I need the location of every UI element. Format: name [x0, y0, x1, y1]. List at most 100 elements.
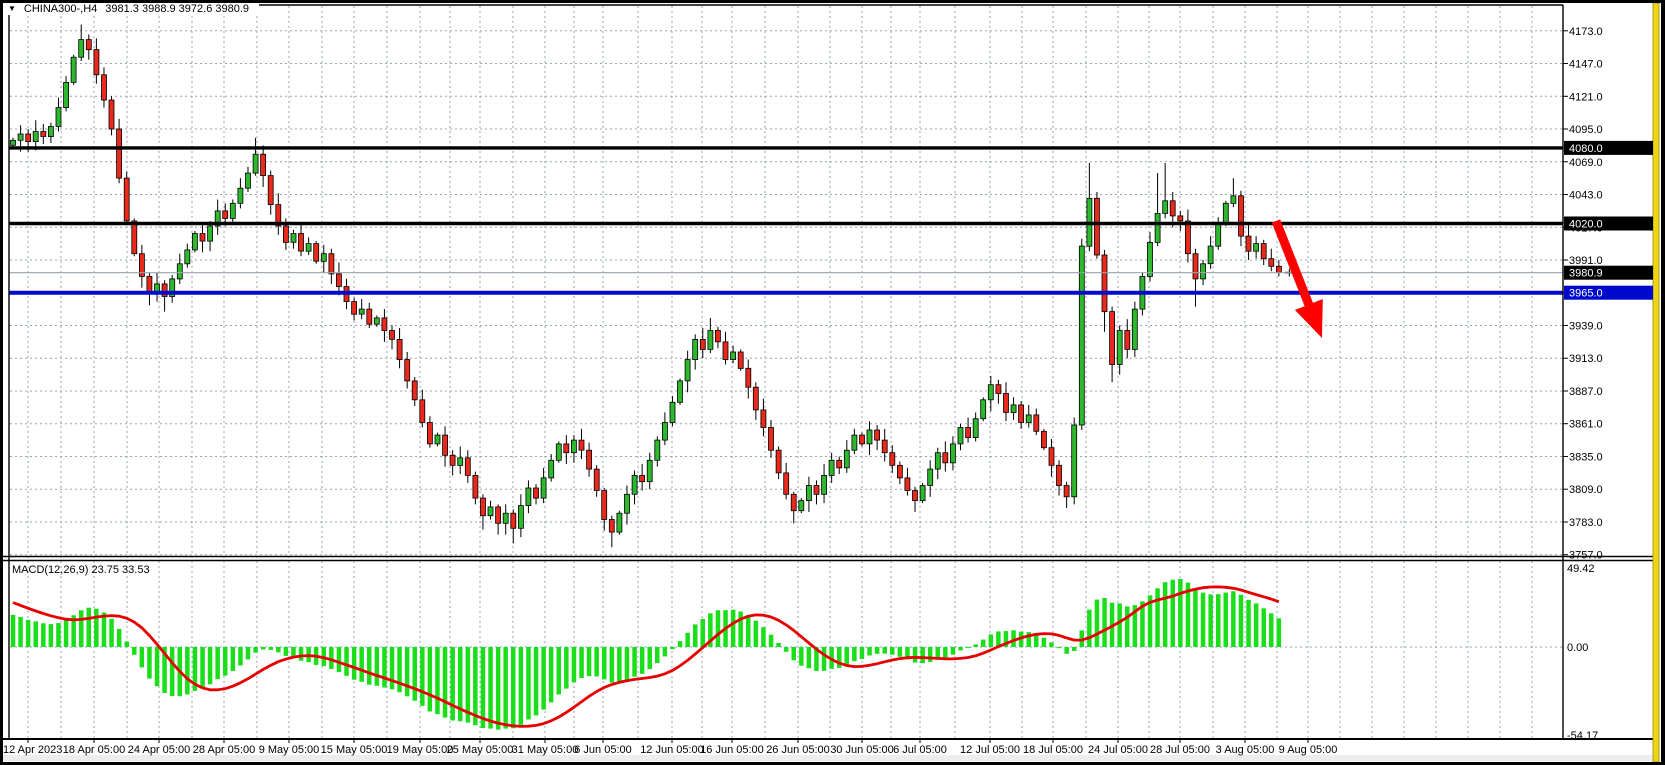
macd-bar	[367, 647, 372, 685]
trend-arrow-annotation[interactable]	[1271, 219, 1323, 338]
macd-bar	[867, 647, 872, 656]
macd-bar	[124, 641, 129, 647]
symbol-dropdown-icon[interactable]: ▼	[8, 4, 16, 13]
time-axis-label: 31 May 05:00	[512, 744, 579, 756]
macd-bar	[746, 615, 751, 647]
macd-bar	[1041, 637, 1047, 647]
trend-arrow-head[interactable]	[1294, 299, 1323, 338]
macd-histogram	[10, 579, 1282, 730]
candle-body	[722, 341, 729, 360]
macd-bar	[63, 620, 69, 647]
macd-bar	[586, 647, 592, 677]
candle-body	[199, 233, 206, 242]
candle-body	[442, 434, 449, 456]
candle-body	[1147, 241, 1153, 277]
candle-body	[1109, 311, 1115, 365]
candle-body	[131, 220, 138, 255]
macd-bar	[511, 647, 516, 729]
candle-body	[1253, 243, 1259, 252]
macd-bar	[905, 647, 910, 660]
time-axis-label: 25 May 05:00	[447, 744, 514, 756]
macd-bar	[730, 609, 736, 647]
candle-body	[669, 401, 676, 423]
macd-bar	[185, 647, 190, 695]
macd-bar	[1102, 598, 1107, 647]
candle-body	[464, 457, 471, 476]
macd-bar	[768, 634, 774, 647]
macd-bar	[359, 647, 364, 682]
candle-body	[692, 338, 699, 360]
macd-bar	[1140, 601, 1145, 647]
time-axis-label: 6 Jun 05:00	[574, 744, 632, 756]
right-yellow-scroll-bar[interactable]	[1652, 2, 1660, 763]
bottom-strip	[3, 755, 1653, 761]
candle-body	[1154, 212, 1161, 243]
price-tick-label: 4095.0	[1569, 124, 1603, 136]
candle-body	[282, 225, 289, 243]
price-tick-label: 3809.0	[1569, 484, 1603, 496]
candle-body	[745, 367, 752, 388]
candle-body	[358, 308, 365, 315]
macd-bar	[715, 610, 721, 647]
macd-bar	[1155, 588, 1160, 647]
candle-body	[411, 380, 418, 401]
macd-bar	[548, 647, 554, 703]
macd-bar	[1132, 605, 1138, 647]
candle-body	[328, 253, 335, 275]
macd-bar	[223, 647, 228, 676]
price-tick-label: 4173.0	[1569, 26, 1603, 38]
macd-bar	[139, 647, 145, 668]
macd-bar	[1003, 631, 1009, 647]
macd-bar	[935, 647, 940, 660]
macd-bar	[753, 620, 759, 647]
candle-body	[828, 459, 835, 476]
candle-body	[381, 317, 388, 331]
candle-body	[161, 283, 168, 297]
macd-bar	[814, 647, 819, 671]
candle-body	[1078, 245, 1085, 426]
candle-body	[752, 386, 759, 411]
macd-bar	[526, 647, 531, 720]
macd-bar	[996, 631, 1001, 647]
candle-body	[1056, 464, 1062, 486]
candle-body	[775, 449, 782, 474]
macd-bar	[738, 611, 743, 647]
candle-body	[237, 187, 244, 204]
macd-bar	[230, 647, 236, 671]
candle-body	[1276, 265, 1282, 273]
candle-body	[335, 273, 342, 287]
macd-bar	[351, 647, 357, 680]
candle-body	[1116, 330, 1123, 365]
candle-body	[533, 487, 539, 499]
candle-body	[730, 351, 736, 360]
candle-body	[48, 126, 54, 138]
macd-bar	[1208, 594, 1213, 647]
candle-body	[571, 439, 577, 454]
candle-body	[10, 139, 16, 146]
time-axis-label: 26 Jun 05:00	[766, 744, 830, 756]
macd-bar	[480, 647, 486, 729]
candle-body	[548, 459, 555, 479]
candle-body	[1230, 195, 1237, 204]
candle-body	[434, 434, 441, 445]
macd-bar	[435, 647, 440, 715]
candle-body	[17, 133, 24, 141]
candle-body	[1222, 202, 1229, 224]
macd-bar	[132, 647, 137, 655]
macd-bar	[624, 647, 630, 681]
macd-bar	[632, 647, 637, 677]
candle-body	[897, 464, 903, 479]
macd-bar	[1162, 582, 1168, 647]
macd-bar	[238, 647, 243, 666]
quote-ohlc-label: 3981.3 3988.9 3972.6 3980.9	[105, 3, 250, 15]
macd-bar	[639, 647, 645, 674]
trend-arrow-shaft[interactable]	[1271, 219, 1316, 312]
macd-bar	[874, 647, 880, 654]
candle-body	[116, 128, 122, 179]
time-axis-label: 12 Jul 05:00	[960, 744, 1020, 756]
price-badge-label: 4080.0	[1569, 143, 1603, 155]
macd-bar	[617, 647, 622, 683]
candle-body	[889, 452, 896, 466]
candle-body	[654, 439, 661, 461]
